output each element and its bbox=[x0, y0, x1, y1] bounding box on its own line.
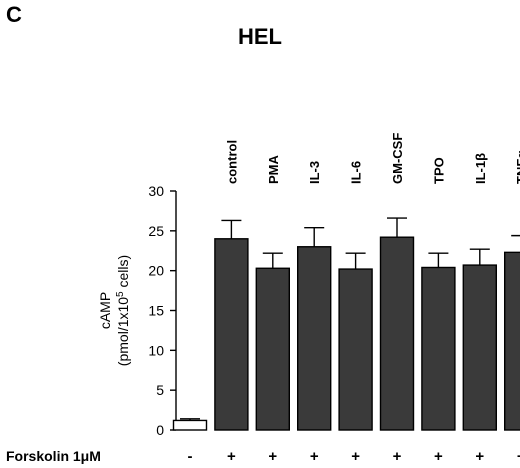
bar-layer bbox=[172, 217, 520, 431]
treatment-mark: - bbox=[188, 448, 193, 465]
category-label-text: IL-6 bbox=[349, 161, 364, 184]
category-label-text: TNFα bbox=[514, 151, 520, 184]
bar bbox=[421, 266, 456, 431]
category-label-text: IL-3 bbox=[307, 161, 322, 184]
panel-letter: C bbox=[6, 2, 22, 27]
y-tick-label: 10 bbox=[148, 342, 164, 358]
treatment-mark: + bbox=[351, 448, 360, 465]
y-tick-label: 5 bbox=[156, 382, 164, 398]
y-tick-label: 30 bbox=[148, 183, 164, 199]
y-tick-label: 25 bbox=[148, 223, 164, 239]
category-label: GM-CSF bbox=[390, 133, 405, 184]
category-label: PMA bbox=[266, 155, 281, 185]
y-axis-label: cAMP (pmol/1x105 cells) bbox=[97, 255, 131, 366]
category-label: IL-3 bbox=[307, 161, 322, 184]
category-label-text: GM-CSF bbox=[390, 133, 405, 184]
treatment-mark: + bbox=[434, 448, 443, 465]
category-label: TNFα bbox=[514, 151, 520, 184]
y-axis-label-line2: (pmol/1x105 cells) bbox=[115, 255, 132, 366]
y-tick-label: 0 bbox=[156, 422, 164, 438]
category-label-text: control bbox=[224, 140, 239, 184]
treatment-mark: + bbox=[310, 448, 319, 465]
chart-title: HEL bbox=[238, 24, 282, 49]
label-layer: - control + PMA + IL-3 + IL-6 + GM-CSF + TPO + IL-1β +… bbox=[6, 133, 520, 465]
y-axis-label-line1: cAMP bbox=[97, 292, 113, 329]
treatment-mark: + bbox=[393, 448, 402, 465]
bar bbox=[255, 267, 290, 431]
treatment-mark: + bbox=[268, 448, 277, 465]
category-label: IL-1β bbox=[473, 153, 488, 184]
category-label: IL-6 bbox=[349, 161, 364, 184]
bar bbox=[462, 264, 497, 431]
y-tick-label: 20 bbox=[148, 263, 164, 279]
bar bbox=[504, 251, 520, 431]
treatment-mark: + bbox=[475, 448, 484, 465]
bar bbox=[338, 268, 373, 431]
bar bbox=[379, 236, 415, 431]
category-label: TPO bbox=[431, 157, 446, 184]
bar bbox=[172, 419, 208, 431]
category-label-text: PMA bbox=[266, 155, 281, 185]
axis-layer: 0 5 10 15 20 25 30 cAMP (pmol/1x105 cells) bbox=[97, 183, 177, 438]
treatment-mark: + bbox=[517, 448, 520, 465]
category-label-text: TPO bbox=[431, 157, 446, 184]
category-label: control bbox=[224, 140, 239, 184]
y-tick-label: 15 bbox=[148, 303, 164, 319]
bar bbox=[297, 246, 332, 431]
treatment-label: Forskolin 1μM bbox=[6, 448, 101, 464]
category-label-text: IL-1β bbox=[473, 153, 488, 184]
bar bbox=[214, 238, 249, 431]
treatment-mark: + bbox=[227, 448, 236, 465]
